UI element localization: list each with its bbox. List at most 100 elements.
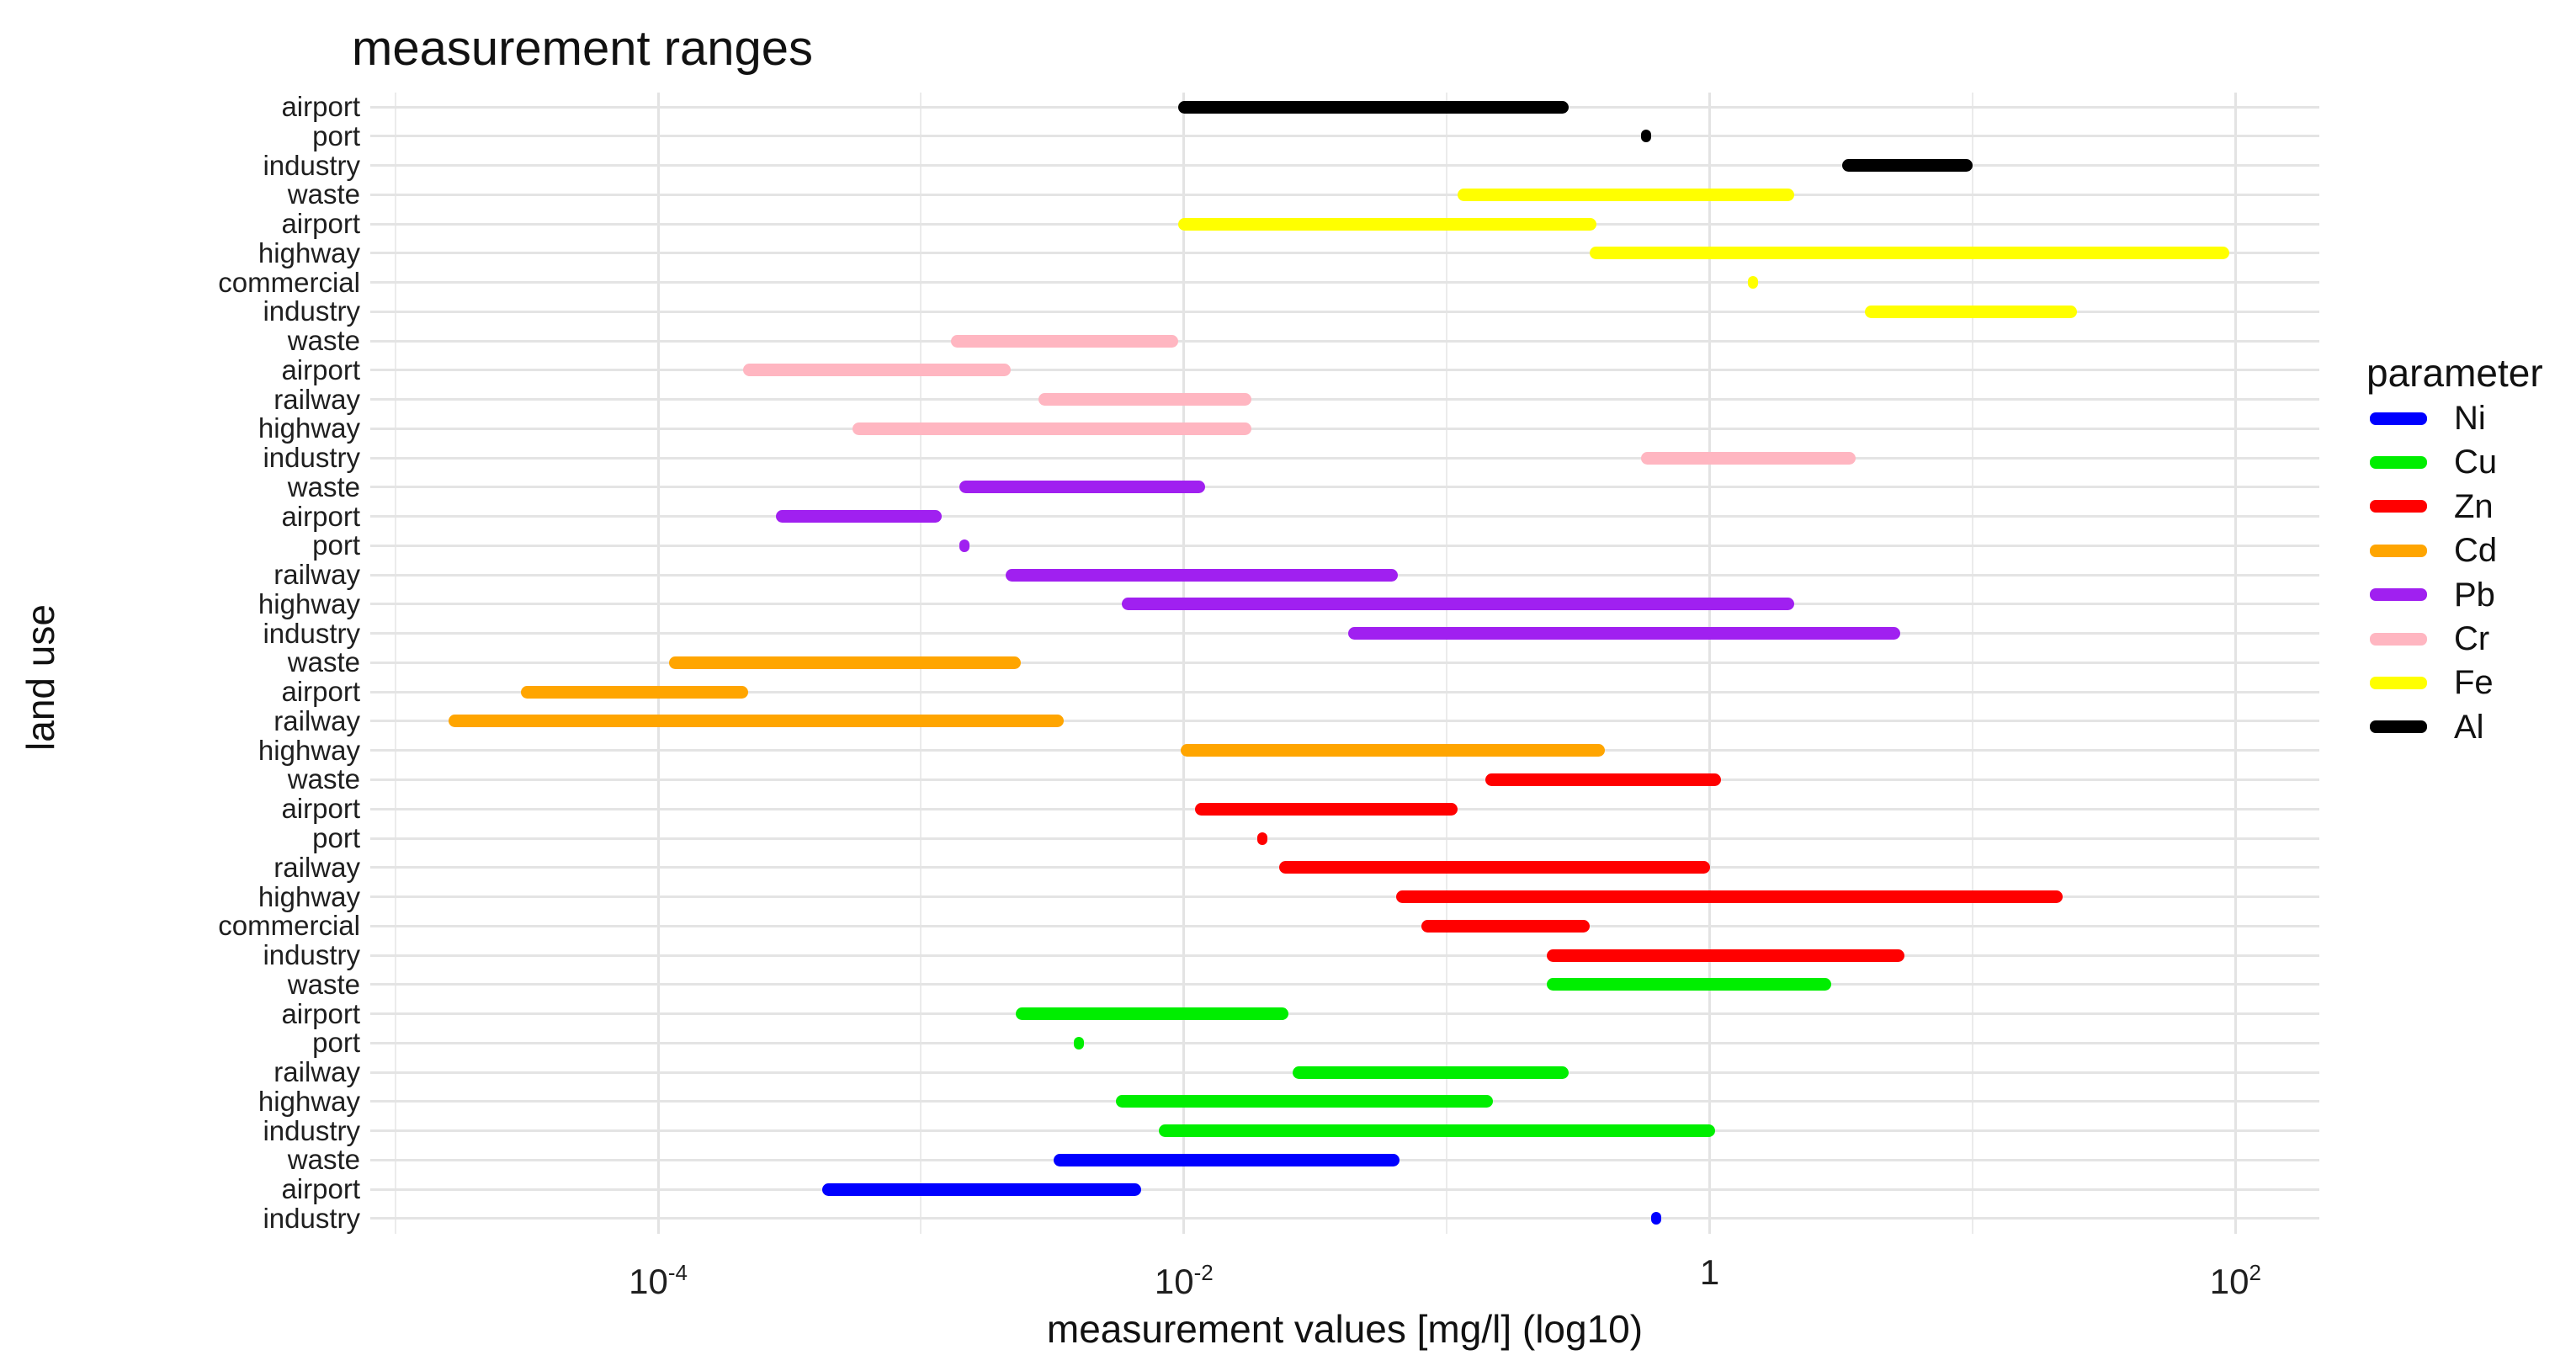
y-gridline [370,690,2319,693]
y-tick-label: airport [281,997,360,1029]
range-bar-al-port [1641,130,1652,143]
range-bar-cu-waste [1546,978,1832,991]
range-bar-cu-airport [1016,1007,1289,1021]
range-bar-al-airport [1177,100,1569,114]
legend-label-ni: Ni [2454,400,2486,437]
range-bar-cd-highway [1180,744,1606,757]
legend-key-ni [2370,412,2427,425]
range-bar-cu-railway [1293,1065,1569,1079]
range-bar-fe-highway [1590,247,2230,260]
range-bar-cu-industry [1158,1124,1716,1138]
range-bar-al-industry [1842,159,1973,173]
y-tick-label: port [312,120,360,151]
range-bar-zn-waste [1485,773,1721,786]
y-tick-label: industry [263,1202,360,1234]
y-tick-label: commercial [218,266,360,298]
range-bar-pb-highway [1121,598,1795,611]
y-gridline [370,1012,2319,1016]
y-tick-label: industry [263,295,360,327]
y-gridline [370,369,2319,372]
y-tick-label: railway [274,559,360,591]
range-bar-cd-airport [520,685,749,699]
range-bar-fe-waste [1458,188,1795,201]
range-bar-zn-port [1256,832,1267,845]
y-gridline [370,924,2319,927]
legend-key-fe [2370,676,2427,689]
legend-label-fe: Fe [2454,664,2494,702]
range-bar-ni-industry [1651,1212,1662,1225]
legend-label-cd: Cd [2454,532,2498,570]
y-tick-label: highway [258,587,360,619]
range-bar-cr-industry [1641,451,1856,465]
y-gridline [370,778,2319,781]
range-bar-fe-airport [1177,217,1596,231]
y-tick-label: highway [258,412,360,444]
y-tick-label: waste [287,763,360,795]
x-tick-label: 102 [2168,1251,2302,1301]
y-tick-label: waste [287,178,360,210]
range-bar-pb-industry [1347,627,1900,640]
y-tick-label: railway [274,851,360,883]
y-gridline [370,837,2319,840]
legend-key-pb [2370,588,2427,602]
y-tick-label: airport [281,208,360,240]
x-tick-base: 10 [2209,1262,2249,1301]
legend-key-al [2370,720,2427,734]
range-bar-zn-airport [1194,802,1458,816]
y-gridline [370,486,2319,489]
legend: parameter Ni Cu Zn Cd Pb Cr Fe Al [2361,0,2576,1371]
y-tick-label: port [312,529,360,561]
y-tick-label: airport [281,500,360,532]
legend-key-cd [2370,544,2427,557]
y-gridline [370,252,2319,255]
y-tick-label: commercial [218,910,360,942]
x-tick-exponent: 2 [2249,1260,2261,1285]
range-bar-ni-airport [821,1182,1142,1196]
legend-label-cr: Cr [2454,620,2490,657]
x-tick-base: 10 [1154,1262,1194,1301]
range-bar-cd-railway [449,715,1065,728]
y-axis-tick-labels: airport port industry waste airport highway co… [0,0,360,1371]
x-tick-label: 10-4 [591,1251,725,1301]
y-gridline [370,983,2319,986]
y-gridline [370,310,2319,313]
y-gridline [370,281,2319,284]
legend-label-al: Al [2454,708,2484,746]
range-bar-fe-industry [1865,305,2078,318]
y-tick-label: highway [258,236,360,268]
x-tick-label: 10-2 [1117,1251,1251,1301]
y-gridline [370,1188,2319,1191]
range-bar-cu-port [1073,1036,1084,1050]
range-bar-cu-highway [1115,1095,1494,1108]
y-tick-label: highway [258,1085,360,1117]
plot-panel [370,93,2319,1234]
y-tick-label: industry [263,149,360,181]
y-tick-label: airport [281,91,360,122]
legend-label-pb: Pb [2454,576,2495,614]
range-bar-pb-port [959,539,970,552]
x-tick-exponent: -4 [667,1260,688,1285]
y-tick-label: waste [287,325,360,357]
range-bar-zn-industry [1546,949,1904,962]
y-gridline [370,1041,2319,1044]
range-bar-pb-railway [1006,568,1398,582]
y-gridline [370,427,2319,430]
y-tick-label: waste [287,470,360,502]
legend-title: parameter [2366,351,2543,395]
y-tick-label: highway [258,880,360,912]
y-gridline [370,515,2319,518]
x-axis-title: measurement values [mg/l] (log10) [1046,1307,1644,1351]
y-tick-label: railway [274,383,360,415]
y-gridline [370,339,2319,343]
range-bar-cr-airport [742,364,1012,377]
y-tick-label: port [312,1027,360,1059]
y-gridline [370,954,2319,957]
y-tick-label: waste [287,646,360,678]
y-gridline [370,135,2319,138]
range-bar-zn-highway [1395,890,2063,904]
range-bar-cr-railway [1038,393,1251,407]
y-gridline [370,895,2319,899]
y-tick-label: waste [287,1144,360,1176]
y-tick-label: railway [274,704,360,736]
